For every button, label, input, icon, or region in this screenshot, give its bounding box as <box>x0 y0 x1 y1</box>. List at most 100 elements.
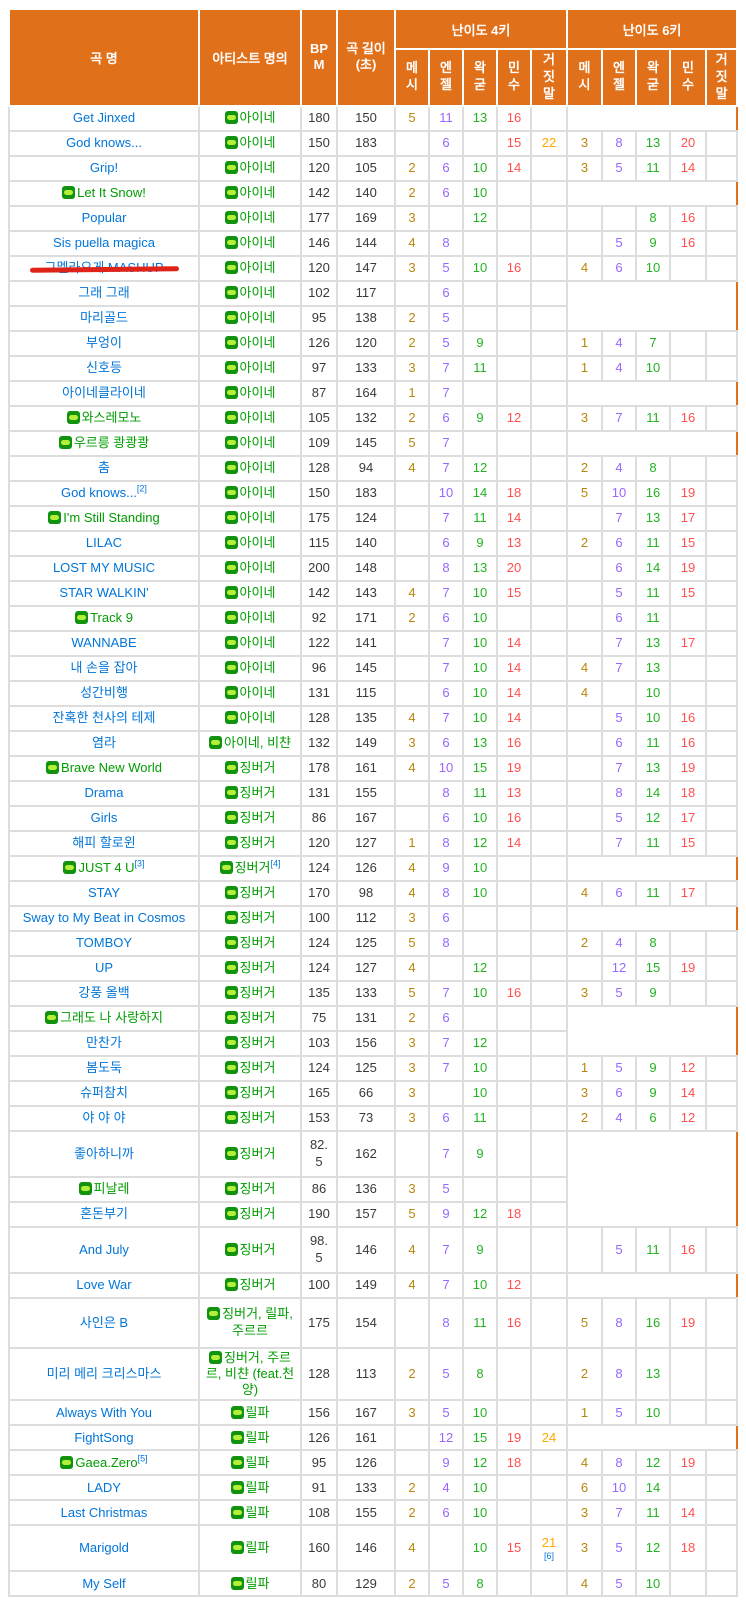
artist-link[interactable]: 아이네 <box>239 585 276 601</box>
song-link[interactable]: LILAC <box>85 535 123 551</box>
artist-link[interactable]: 아이네 <box>239 535 276 551</box>
artist-link[interactable]: 징버거 <box>239 1010 276 1026</box>
artist-link[interactable]: 릴파 <box>245 1404 270 1420</box>
song-link[interactable]: My Self <box>82 1575 126 1591</box>
footnote-ref[interactable]: [4] <box>270 858 281 869</box>
song-link[interactable]: 사인은 B <box>79 1314 129 1330</box>
artist-link[interactable]: 아이네 <box>239 685 276 701</box>
artist-link[interactable]: 징버거 <box>239 1035 276 1051</box>
artist-link[interactable]: 징버거 <box>239 1060 276 1076</box>
song-link[interactable]: God knows... <box>66 135 142 151</box>
artist-link[interactable]: 징버거 <box>239 1145 276 1161</box>
song-link[interactable]: And July <box>79 1241 129 1257</box>
artist-link[interactable]: 아이네 <box>239 135 276 151</box>
song-link[interactable]: 혼돈부기 <box>80 1206 128 1222</box>
song-link[interactable]: WANNABE <box>71 635 137 651</box>
artist-link[interactable]: 릴파 <box>245 1575 270 1591</box>
artist-link[interactable]: 징버거, 릴파, 주르르 <box>222 1306 293 1338</box>
song-link[interactable]: 부엉이 <box>86 335 122 351</box>
artist-link[interactable]: 아이네 <box>239 110 276 126</box>
song-link[interactable]: 아이네클라이네 <box>62 385 146 401</box>
song-link[interactable]: God knows... <box>61 485 137 501</box>
song-link[interactable]: Marigold <box>79 1540 129 1556</box>
song-link[interactable]: I'm Still Standing <box>63 510 160 526</box>
artist-link[interactable]: 아이네 <box>239 660 276 676</box>
artist-link[interactable]: 아이네 <box>239 185 276 201</box>
song-link[interactable]: FightSong <box>74 1429 134 1445</box>
artist-link[interactable]: 징버거 <box>234 860 271 876</box>
artist-link[interactable]: 징버거 <box>239 935 276 951</box>
artist-link[interactable]: 아이네 <box>239 710 276 726</box>
artist-link[interactable]: 아이네 <box>239 435 276 451</box>
artist-link[interactable]: 아이네 <box>239 510 276 526</box>
footnote-ref[interactable]: [5] <box>137 1453 148 1464</box>
artist-link[interactable]: 아이네 <box>239 360 276 376</box>
song-link[interactable]: Get Jinxed <box>72 110 136 126</box>
artist-link[interactable]: 릴파 <box>245 1540 270 1556</box>
artist-link[interactable]: 징버거 <box>239 1110 276 1126</box>
song-link[interactable]: JUST 4 U <box>78 860 135 876</box>
song-link[interactable]: 좋아하니까 <box>74 1145 134 1161</box>
artist-link[interactable]: 릴파 <box>245 1504 270 1520</box>
song-link[interactable]: 봄도둑 <box>86 1060 122 1076</box>
song-link[interactable]: Let It Snow! <box>77 185 146 201</box>
artist-link[interactable]: 징버거, 주르르, 비챤 (feat.천양) <box>205 1349 295 1398</box>
song-link[interactable]: Last Christmas <box>60 1504 148 1520</box>
artist-link[interactable]: 아이네 <box>239 260 276 276</box>
artist-link[interactable]: 릴파 <box>245 1429 270 1445</box>
artist-link[interactable]: 아이네 <box>239 385 276 401</box>
artist-link[interactable]: 아이네 <box>239 285 276 301</box>
song-link[interactable]: Always With You <box>55 1404 153 1420</box>
artist-link[interactable]: 징버거 <box>239 885 276 901</box>
song-link[interactable]: Drama <box>84 785 124 801</box>
artist-link[interactable]: 징버거 <box>239 1277 276 1293</box>
song-link[interactable]: 성간비행 <box>80 685 128 701</box>
artist-link[interactable]: 징버거 <box>239 760 276 776</box>
song-link[interactable]: 그래도 나 사랑하지 <box>60 1010 163 1026</box>
song-link[interactable]: 만찬가 <box>86 1035 122 1051</box>
artist-link[interactable]: 징버거 <box>239 1206 276 1222</box>
song-link[interactable]: 와스레모노 <box>81 410 142 426</box>
artist-link[interactable]: 아이네 <box>239 210 276 226</box>
song-link[interactable]: Grip! <box>89 160 119 176</box>
artist-link[interactable]: 아이네 <box>239 635 276 651</box>
artist-link[interactable]: 아이네 <box>239 410 276 426</box>
artist-link[interactable]: 징버거 <box>239 835 276 851</box>
song-link[interactable]: 해피 할로윈 <box>72 835 136 851</box>
artist-link[interactable]: 아이네 <box>239 560 276 576</box>
song-link[interactable]: 피날레 <box>93 1181 130 1197</box>
artist-link[interactable]: 징버거 <box>239 1085 276 1101</box>
artist-link[interactable]: 아이네 <box>239 335 276 351</box>
artist-link[interactable]: 릴파 <box>245 1454 270 1470</box>
song-link[interactable]: Gaea.Zero <box>75 1454 138 1470</box>
song-link[interactable]: Brave New World <box>61 760 162 776</box>
song-link[interactable]: Love War <box>76 1277 132 1293</box>
artist-link[interactable]: 징버거 <box>239 810 276 826</box>
artist-link[interactable]: 아이네 <box>239 460 276 476</box>
artist-link[interactable]: 징버거 <box>239 1241 276 1257</box>
song-link[interactable]: 염라 <box>92 735 116 751</box>
song-link[interactable]: 신호등 <box>86 360 122 376</box>
artist-link[interactable]: 징버거 <box>239 1181 276 1197</box>
song-link[interactable]: UP <box>94 960 114 976</box>
song-link[interactable]: STAR WALKIN' <box>59 585 149 601</box>
song-link[interactable]: Popular <box>81 210 127 226</box>
artist-link[interactable]: 징버거 <box>239 785 276 801</box>
song-link[interactable]: Sway to My Beat in Cosmos <box>22 910 186 926</box>
song-link[interactable]: 춤 <box>98 460 110 476</box>
artist-link[interactable]: 아이네, 비챤 <box>223 735 292 751</box>
song-link[interactable]: 잔혹한 천사의 테제 <box>52 710 156 726</box>
song-link[interactable]: 야 야 야 <box>82 1110 126 1126</box>
footnote-ref[interactable]: [6] <box>544 1550 555 1561</box>
artist-link[interactable]: 징버거 <box>239 960 276 976</box>
footnote-ref[interactable]: [3] <box>134 858 145 869</box>
song-link[interactable]: Sis puella magica <box>53 235 155 251</box>
song-link[interactable]: 미리 메리 크리스마스 <box>46 1365 162 1381</box>
song-link[interactable]: Girls <box>90 810 118 826</box>
artist-link[interactable]: 아이네 <box>239 485 276 501</box>
song-link[interactable]: 강풍 올백 <box>78 985 130 1001</box>
song-link[interactable]: 슈퍼참치 <box>80 1085 128 1101</box>
artist-link[interactable]: 징버거 <box>239 985 276 1001</box>
song-link[interactable]: 내 손을 잡아 <box>70 660 138 676</box>
song-link[interactable]: 그래 그래 <box>78 285 130 301</box>
